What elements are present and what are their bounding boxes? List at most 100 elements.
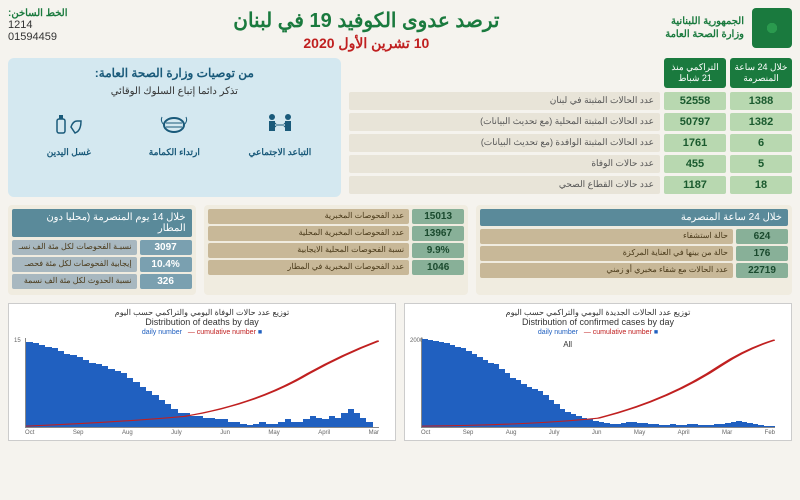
- val-cumulative: 50797: [664, 113, 726, 131]
- chart-bar: [742, 422, 748, 426]
- chart-bar: [89, 363, 95, 427]
- rec-distancing: التباعد الاجتماعي: [227, 107, 333, 158]
- chart-bar: [610, 424, 616, 427]
- chart-bar: [681, 425, 687, 427]
- chart-bar: [178, 413, 184, 426]
- chart-bar: [659, 425, 665, 427]
- chart-bar: [165, 404, 171, 426]
- cases-chart: توزيع عدد الحالات الجديدة اليومي والتراك…: [404, 303, 792, 441]
- chart-bar: [96, 364, 102, 426]
- chart-bar: [692, 424, 698, 427]
- stats-row: 1388 52558 عدد الحالات المثبتة في لبنان: [349, 92, 792, 110]
- chart-bar: [505, 373, 511, 426]
- chart-bar: [626, 422, 632, 426]
- chart-bar: [720, 424, 726, 427]
- chart-bar: [488, 363, 494, 427]
- chart-bar: [108, 369, 114, 427]
- mid-val: 624: [736, 229, 788, 244]
- chart-bar: [297, 422, 303, 426]
- recommendations-panel: من توصيات وزارة الصحة العامة: تذكر دائما…: [8, 58, 341, 197]
- ministry-logo: [752, 8, 792, 48]
- ministry-block: الجمهورية اللبنانية وزارة الصحة العامة: [665, 8, 792, 48]
- chart-bar: [196, 416, 202, 427]
- mask-icon: [156, 107, 192, 143]
- chart-bar: [360, 418, 366, 427]
- chart-bar: [439, 342, 445, 427]
- stats-row: 5 455 عدد حالات الوفاة: [349, 155, 792, 173]
- mid-label: عدد الحالات مع شفاء مخبري أو زمني: [480, 263, 733, 278]
- chart-bar: [731, 422, 737, 426]
- mid-label: نسبة الفحوصات المحلية الايجابية: [208, 243, 410, 258]
- chart-bar: [764, 426, 770, 427]
- chart-bar: [587, 419, 593, 426]
- chart-bar: [725, 423, 731, 427]
- mid-row: 9.9% نسبة الفحوصات المحلية الايجابية: [208, 243, 465, 258]
- chart-bar: [516, 380, 522, 426]
- chart-bar: [654, 424, 660, 427]
- chart-bar: [253, 424, 259, 427]
- mid-row: 326 نسبة الحدوث لكل مئة الف نسمة: [12, 274, 192, 289]
- chart-bar: [234, 422, 240, 426]
- chart-bar: [303, 419, 309, 426]
- mid-val: 3097: [140, 240, 192, 255]
- chart-bar: [621, 423, 627, 427]
- chart-bar: [159, 400, 165, 427]
- mid-label: حالة من بينها في العناية المركزة: [480, 246, 733, 261]
- ministry-line2: وزارة الصحة العامة: [665, 28, 744, 41]
- stats-row: 1382 50797 عدد الحالات المثبتة المحلية (…: [349, 113, 792, 131]
- chart-bar: [714, 424, 720, 427]
- header: الجمهورية اللبنانية وزارة الصحة العامة ت…: [8, 8, 792, 52]
- chart-bar: [222, 419, 228, 426]
- mid-row: 22719 عدد الحالات مع شفاء مخبري أو زمني: [480, 263, 788, 278]
- chart-bar: [278, 422, 284, 426]
- report-date: 10 تشرين الأول 2020: [67, 35, 665, 52]
- chart-bar: [648, 424, 654, 427]
- chart-bar: [121, 373, 127, 426]
- chart-bar: [769, 426, 775, 427]
- chart-bar: [576, 416, 582, 427]
- chart-bar: [747, 423, 753, 427]
- chart-bar: [115, 371, 121, 426]
- chart-bar: [461, 348, 467, 426]
- chart-bar: [582, 418, 588, 427]
- chart-bar: [146, 391, 152, 427]
- chart-bar: [709, 425, 715, 427]
- chart-bar: [58, 351, 64, 427]
- chart-bar: [329, 416, 335, 427]
- mid-row: 3097 نسبـة الفحوصات لكل مئة الف نسـ: [12, 240, 192, 255]
- col-24h-header: خلال 24 ساعة المنصرمة: [730, 58, 792, 88]
- chart-bar: [348, 409, 354, 427]
- mid-val: 13967: [412, 226, 464, 241]
- chart-bar: [133, 382, 139, 427]
- chart-bar: [310, 416, 316, 427]
- mid-label: نسبـة الفحوصات لكل مئة الف نسـ: [12, 240, 137, 255]
- chart-bar: [472, 354, 478, 427]
- mid-val: 10.4%: [140, 257, 192, 272]
- deaths-chart: توزيع عدد حالات الوفاة اليومي والتراكمي …: [8, 303, 396, 441]
- mid-24h-block: خلال 24 ساعة المنصرمة 624 حالة استشفاء 1…: [476, 205, 792, 295]
- mid-val: 1046: [412, 260, 464, 275]
- stats-row: 6 1761 عدد الحالات المثبتة الوافدة (مع ت…: [349, 134, 792, 152]
- chart-bar: [758, 425, 764, 427]
- chart-bar: [510, 378, 516, 427]
- ministry-line1: الجمهورية اللبنانية: [665, 15, 744, 28]
- chart-bar: [538, 391, 544, 427]
- chart-bar: [477, 357, 483, 426]
- chart-bar: [184, 413, 190, 426]
- chart-bar: [444, 343, 450, 427]
- chart-bar: [335, 418, 341, 427]
- mid-val: 326: [140, 274, 192, 289]
- chart-bar: [543, 395, 549, 426]
- rec-subtitle: تذكر دائما إتباع السلوك الوقائي: [16, 86, 333, 97]
- mid-label: نسبة الحدوث لكل مئة الف نسمة: [12, 274, 137, 289]
- chart-bar: [676, 425, 682, 427]
- chart-bar: [228, 422, 234, 426]
- chart-bar: [532, 389, 538, 426]
- chart-bar: [240, 424, 246, 427]
- chart-bar: [39, 345, 45, 427]
- val-24h: 1382: [730, 113, 792, 131]
- stats-label: عدد حالات القطاع الصحي: [349, 176, 660, 194]
- chart-bar: [554, 404, 560, 426]
- chart-bar: [316, 418, 322, 427]
- page-title: ترصد عدوى الكوفيد 19 في لبنان: [67, 8, 665, 33]
